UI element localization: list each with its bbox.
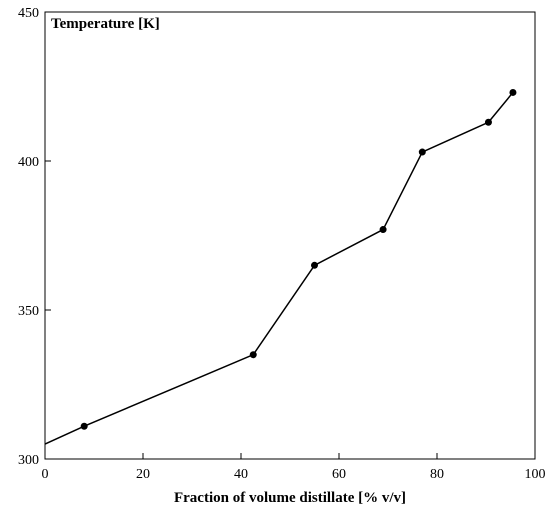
x-tick-label: 20 [136,467,150,482]
y-axis-title: Temperature [K] [51,16,160,32]
x-tick-label: 100 [525,467,546,482]
data-point [379,226,387,234]
data-point [80,422,88,430]
y-tick-label: 450 [18,6,39,21]
x-tick-label: 60 [332,467,346,482]
data-point [484,118,492,126]
plot-frame [44,11,536,460]
data-point [418,148,426,156]
y-tick-label: 300 [18,453,39,468]
x-axis-title: Fraction of volume distillate [% v/v] [174,490,406,506]
data-point [249,351,257,359]
y-tick-label: 400 [18,155,39,170]
y-tick-label: 350 [18,304,39,319]
y-axis-ticks: 300 350 400 450 [18,6,51,468]
series-layer [44,88,517,445]
series-line [44,91,514,445]
data-point [311,261,318,269]
x-tick-label: 0 [42,467,49,482]
data-point [509,88,517,96]
x-tick-label: 80 [430,467,444,482]
x-axis-ticks: 0 20 40 60 80 100 [42,453,546,482]
x-tick-label: 40 [234,467,248,482]
